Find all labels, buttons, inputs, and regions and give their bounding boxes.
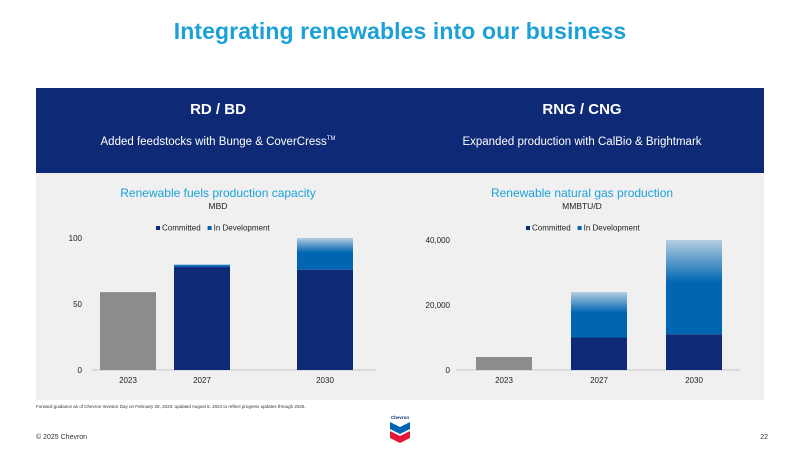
footnote: Forward guidance as of Chevron Investor … [36,404,306,409]
rng-cng-subtitle: Expanded production with CalBio & Bright… [462,136,702,148]
x-tick-label: 2023 [119,376,137,385]
y-tick-label: 40,000 [426,236,451,245]
rng-cng-title: RNG / CNG [542,101,622,118]
chart-unit: MMBTU/D [562,201,602,211]
y-tick-label: 0 [78,366,83,375]
y-tick-label: 20,000 [426,301,451,310]
y-tick-label: 0 [446,366,451,375]
rd-bd-header: RD / BD Added feedstocks with Bunge & Co… [36,88,400,173]
bar-committed-2027 [174,267,230,370]
legend-swatch-in-development [577,226,582,230]
y-tick-label: 50 [73,300,82,309]
legend-swatch-committed [156,226,160,230]
bar-in-development-2030 [297,238,353,270]
bar-historical-2023 [476,357,532,370]
svg-text:Chevron: Chevron [391,415,410,420]
renewable-fuels-chart: Committed In Development 0 50 100 2023 2027 203… [69,224,376,385]
page-number: 22 [760,434,768,441]
bar-committed-2030 [666,334,722,370]
rd-bd-subtitle: Added feedstocks with Bunge & CoverCress… [36,136,400,148]
bar-committed-2030 [297,269,353,370]
chart-title: Renewable fuels production capacity [120,186,316,200]
bar-in-development-2027 [174,264,230,268]
legend-label-committed: Committed [532,224,571,233]
slide-title: Integrating renewables into our business [173,18,627,44]
chart-unit: MBD [208,201,228,211]
rd-bd-panel: RD / BD Added feedstocks with Bunge & Co… [36,88,400,400]
legend-swatch-committed [526,226,530,230]
rd-bd-title: RD / BD [190,101,246,118]
chevron-logo: Chevron [388,414,412,444]
bar-in-development-2027 [571,292,627,338]
x-tick-label: 2027 [193,376,211,385]
x-tick-label: 2030 [316,376,334,385]
legend-label-in-development: In Development [584,224,641,233]
legend-label-committed: Committed [162,224,201,233]
rng-cng-panel: RNG / CNG Expanded production with CalBi… [400,88,764,400]
legend-label-in-development: In Development [214,224,271,233]
x-tick-label: 2027 [590,376,608,385]
x-tick-label: 2023 [495,376,513,385]
legend-swatch-in-development [207,226,212,230]
rd-bd-subtitle-text: Added feedstocks with Bunge & CoverCress [100,136,327,148]
bar-committed-2027 [571,337,627,370]
bar-historical-2023 [100,292,156,370]
renewable-natural-gas-chart: Committed In Development 0 20,000 40,000 2023… [426,224,740,385]
y-tick-label: 100 [69,234,83,243]
rng-cng-header: RNG / CNG Expanded production with CalBi… [400,88,764,173]
x-tick-label: 2030 [685,376,703,385]
copyright: © 2025 Chevron [36,434,88,441]
chart-title: Renewable natural gas production [490,186,674,200]
bar-in-development-2030 [666,240,722,335]
trademark-mark: TM [326,136,336,143]
